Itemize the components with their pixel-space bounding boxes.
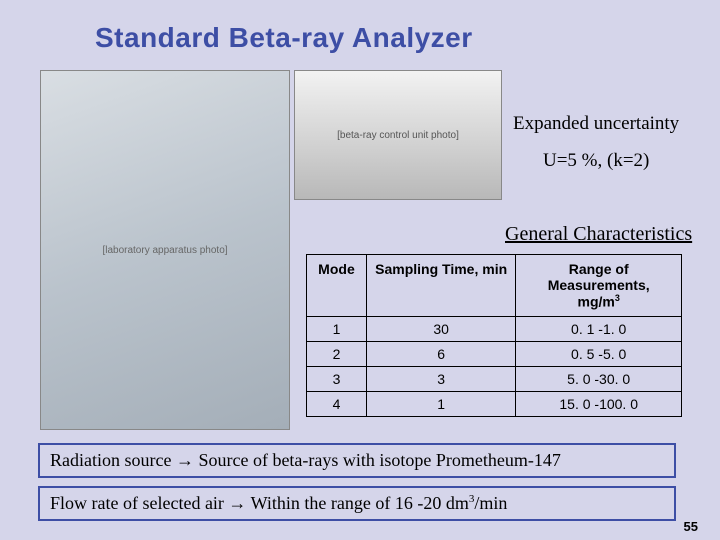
- cell-range: 0. 5 -5. 0: [516, 341, 682, 366]
- characteristics-heading: General Characteristics: [505, 223, 692, 246]
- note-flow-rate: Flow rate of selected air → Within the r…: [38, 486, 676, 521]
- cell-mode: 2: [307, 341, 367, 366]
- table-row: 1 30 0. 1 -1. 0: [307, 316, 682, 341]
- table-header-row: Mode Sampling Time, min Range of Measure…: [307, 255, 682, 317]
- cell-sampling: 3: [366, 366, 515, 391]
- range-header-text: Range of Measurements,: [548, 261, 650, 293]
- range-unit-prefix: mg/m: [578, 294, 615, 310]
- cell-range: 5. 0 -30. 0: [516, 366, 682, 391]
- cell-mode: 4: [307, 391, 367, 416]
- cell-range: 0. 1 -1. 0: [516, 316, 682, 341]
- range-unit-sup: 3: [615, 293, 620, 303]
- instrument-photo: [beta-ray control unit photo]: [294, 70, 502, 200]
- cell-sampling: 1: [366, 391, 515, 416]
- cell-sampling: 6: [366, 341, 515, 366]
- page-number: 55: [684, 519, 698, 534]
- cell-mode: 3: [307, 366, 367, 391]
- uncertainty-value: U=5 %, (k=2): [543, 150, 649, 172]
- table-row: 4 1 15. 0 -100. 0: [307, 391, 682, 416]
- cell-range: 15. 0 -100. 0: [516, 391, 682, 416]
- characteristics-table: Mode Sampling Time, min Range of Measure…: [306, 254, 682, 417]
- table-row: 2 6 0. 5 -5. 0: [307, 341, 682, 366]
- cell-mode: 1: [307, 316, 367, 341]
- note2-prefix: Flow rate of selected air → Within the r…: [50, 493, 469, 513]
- table-row: 3 3 5. 0 -30. 0: [307, 366, 682, 391]
- page-title: Standard Beta-ray Analyzer: [95, 22, 473, 54]
- col-range: Range of Measurements, mg/m3: [516, 255, 682, 317]
- note-radiation-source: Radiation source → Source of beta-rays w…: [38, 443, 676, 478]
- col-mode: Mode: [307, 255, 367, 317]
- uncertainty-label: Expanded uncertainty: [513, 113, 679, 135]
- lab-photo: [laboratory apparatus photo]: [40, 70, 290, 430]
- note2-suffix: /min: [474, 493, 507, 513]
- col-sampling: Sampling Time, min: [366, 255, 515, 317]
- cell-sampling: 30: [366, 316, 515, 341]
